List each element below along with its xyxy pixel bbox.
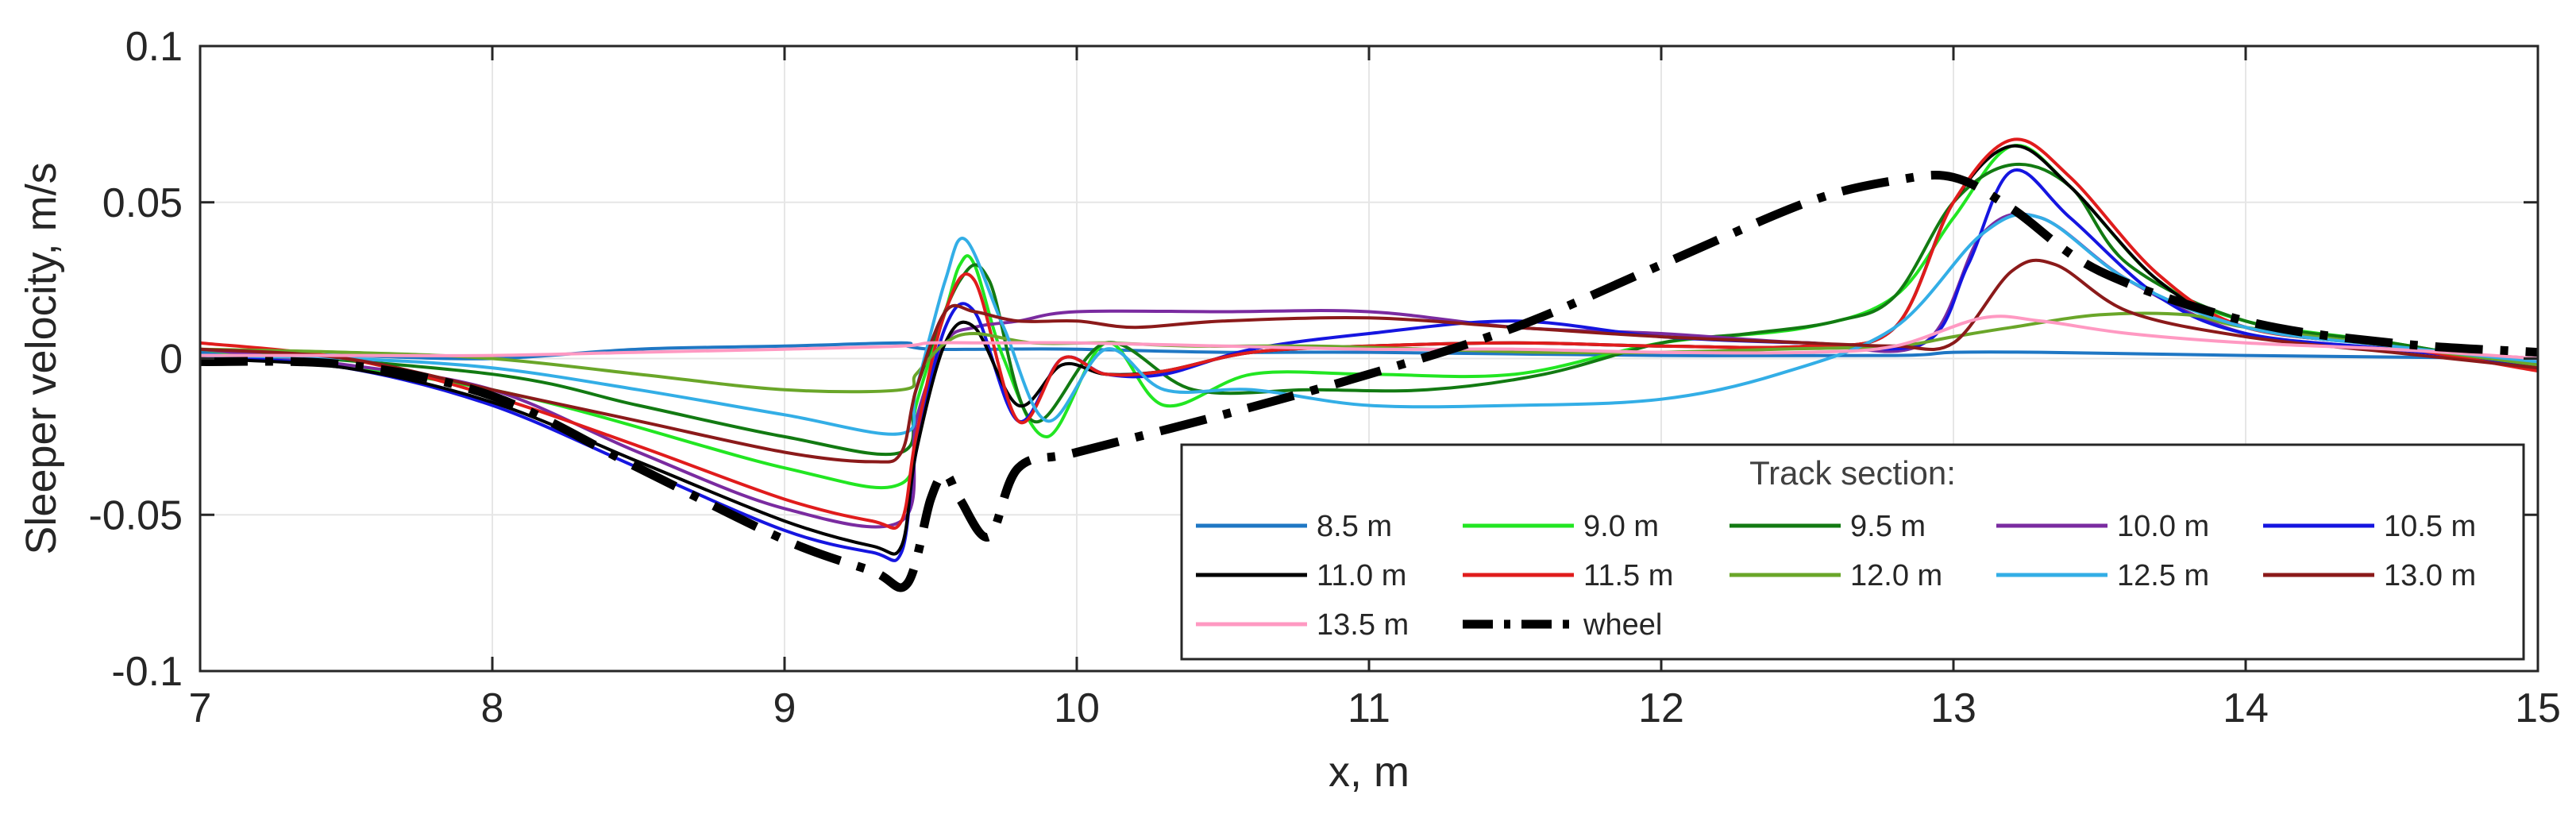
- legend-label-11: wheel: [1583, 608, 1662, 642]
- x-tick-label-2: 9: [773, 685, 796, 731]
- x-tick-label-1: 8: [481, 685, 504, 731]
- legend-label-0: 8.5 m: [1317, 510, 1392, 543]
- legend-label-1: 9.0 m: [1583, 510, 1659, 543]
- series-line-11: [199, 171, 2539, 592]
- y-tick-label-2: 0: [160, 337, 183, 383]
- legend-label-4: 10.5 m: [2384, 510, 2476, 543]
- series-line-6: [199, 137, 2539, 530]
- series-line-9: [199, 258, 2539, 464]
- legend-label-2: 9.5 m: [1850, 510, 1926, 543]
- legend-title: Track section:: [1749, 454, 1956, 492]
- x-tick-label-6: 13: [1930, 685, 1976, 731]
- x-tick-label-5: 12: [1638, 685, 1684, 731]
- series-line-8: [199, 212, 2539, 436]
- legend-label-8: 12.5 m: [2117, 559, 2209, 592]
- series-line-7: [199, 311, 2539, 394]
- legend-items: 8.5 m 9.0 m 9.5 m 10.0 m 10.5 m 11.0 m 11.5 m 1…: [1196, 510, 2476, 642]
- series-line-10: [199, 314, 2539, 361]
- legend: Track section: 8.5 m 9.0 m 9.5 m 10.0 m 10.5…: [1180, 443, 2525, 661]
- legend-label-10: 13.5 m: [1317, 608, 1409, 642]
- x-tick-label-3: 10: [1054, 685, 1100, 731]
- x-tick-label-7: 14: [2223, 685, 2269, 731]
- legend-label-5: 11.0 m: [1317, 559, 1406, 592]
- y-tick-label-3: 0.05: [102, 180, 183, 226]
- series-lines: [199, 137, 2539, 592]
- legend-box: [1180, 443, 2525, 661]
- legend-label-9: 13.0 m: [2384, 559, 2476, 592]
- y-tick-label-4: 0.1: [125, 24, 183, 70]
- x-tick-label-8: 15: [2515, 685, 2561, 731]
- x-tick-label-4: 11: [1348, 685, 1390, 731]
- y-axis-label: Sleeper velocity, m/s: [17, 162, 65, 554]
- tick-labels: 7 8 9 10 11 12 13 14 15 -0.1 -0.05 0 0.05 0.1: [88, 24, 2560, 731]
- y-tick-label-1: -0.05: [88, 492, 183, 538]
- y-tick-label-0: -0.1: [111, 649, 183, 695]
- series-line-0: [199, 341, 2539, 361]
- x-tick-label-0: 7: [189, 685, 212, 731]
- x-axis-label: x, m: [1328, 748, 1409, 796]
- legend-label-6: 11.5 m: [1583, 559, 1673, 592]
- legend-label-3: 10.0 m: [2117, 510, 2209, 543]
- legend-label-7: 12.0 m: [1850, 559, 1942, 592]
